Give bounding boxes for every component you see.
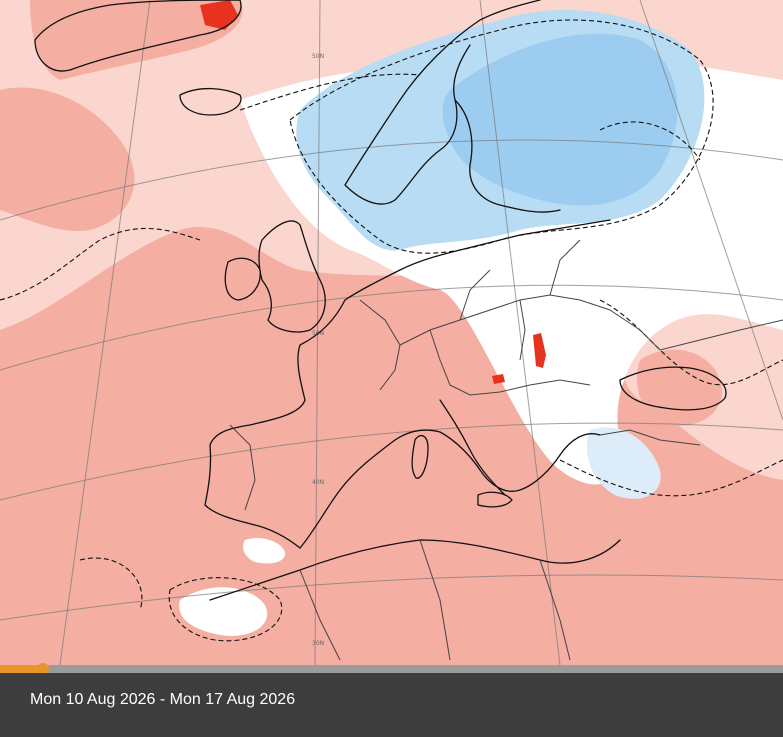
graticule bbox=[0, 0, 783, 665]
anomaly-map: 50N 50N 40N 30N bbox=[0, 0, 783, 665]
graticule-label: 30N bbox=[312, 640, 324, 647]
graticule-label: 40N bbox=[312, 479, 324, 486]
neutral-patch-africa bbox=[179, 587, 268, 636]
warm-anomaly-greenland bbox=[30, 0, 243, 80]
extreme-warm-spot-bosnia bbox=[492, 374, 505, 384]
country-borders bbox=[229, 239, 783, 661]
warm-anomaly-atlantic-north bbox=[0, 87, 135, 231]
timeline-scrubber[interactable] bbox=[0, 663, 783, 675]
extreme-warm-spot-greenland bbox=[200, 0, 238, 30]
strong-cool-anomaly-baltic bbox=[442, 33, 678, 206]
anomaly-contours bbox=[0, 19, 783, 642]
graticule-label: 50N bbox=[312, 53, 324, 60]
neutral-patch-spain bbox=[243, 538, 286, 564]
timeline-knob[interactable] bbox=[37, 663, 50, 675]
caption-bar: Mon 10 Aug 2026 - Mon 17 Aug 2026 bbox=[0, 673, 783, 737]
anomaly-map-svg: 50N 50N 40N 30N bbox=[0, 0, 783, 665]
timeline-progress-fill bbox=[0, 665, 44, 673]
extreme-warm-spot-romania bbox=[533, 333, 546, 368]
coastlines bbox=[34, 0, 727, 601]
date-range-label: Mon 10 Aug 2026 - Mon 17 Aug 2026 bbox=[30, 691, 296, 708]
